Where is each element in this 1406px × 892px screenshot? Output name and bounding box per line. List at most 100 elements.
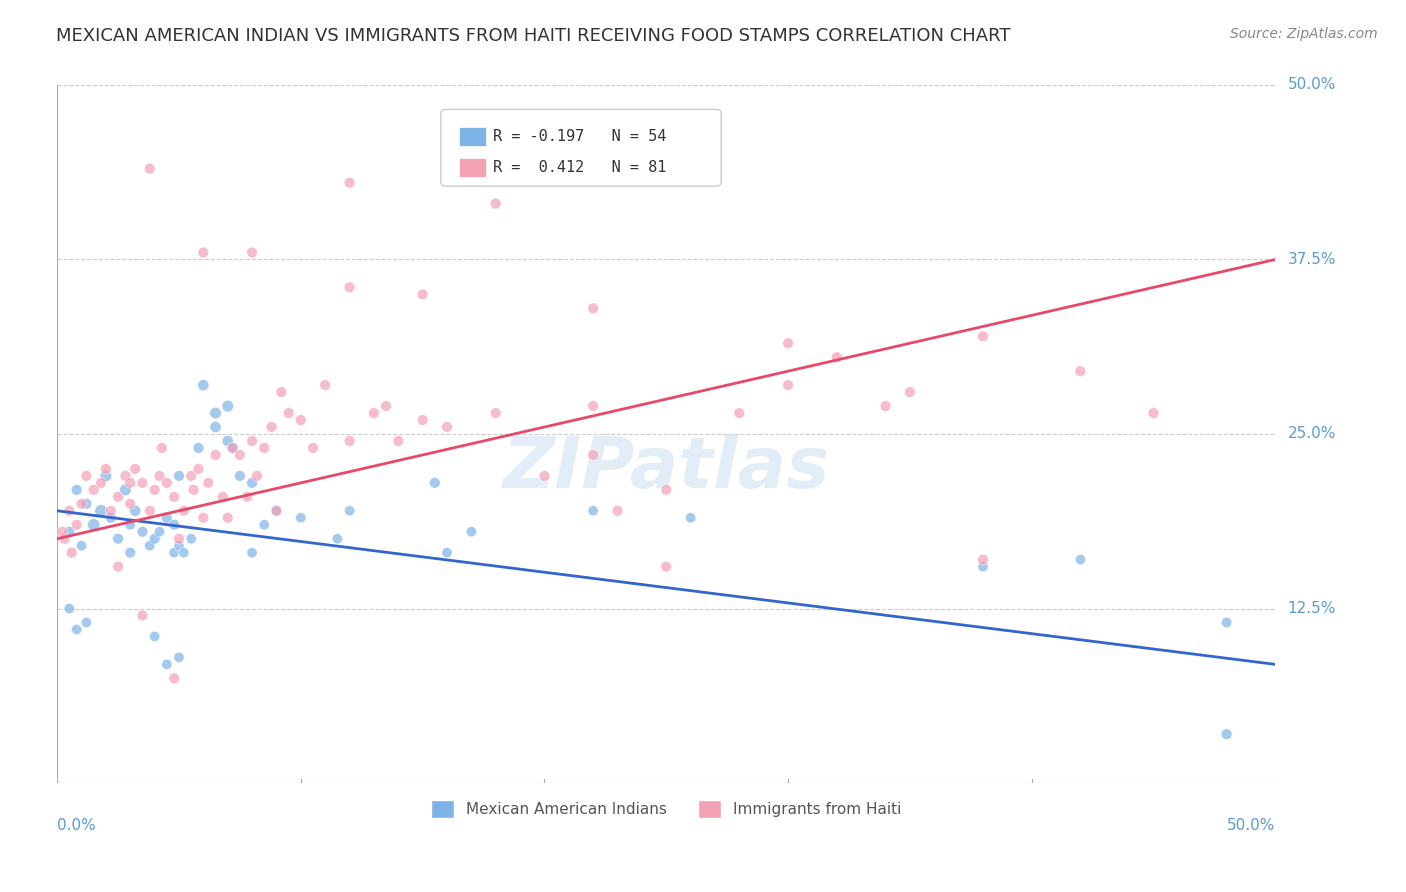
Point	[655, 559, 678, 574]
Point	[193, 245, 215, 260]
Point	[728, 406, 751, 420]
Point	[94, 469, 117, 483]
Point	[217, 434, 239, 448]
Point	[131, 524, 153, 539]
Point	[266, 504, 288, 518]
Legend: Mexican American Indians, Immigrants from Haiti: Mexican American Indians, Immigrants fro…	[425, 793, 907, 824]
Point	[253, 441, 276, 455]
Point	[139, 539, 162, 553]
Bar	[460, 127, 486, 146]
Point	[100, 504, 122, 518]
Point	[277, 406, 299, 420]
Point	[217, 510, 239, 524]
Point	[236, 490, 259, 504]
Point	[217, 399, 239, 413]
Point	[412, 287, 434, 301]
Point	[163, 490, 186, 504]
Point	[94, 462, 117, 476]
Point	[124, 504, 146, 518]
Point	[66, 483, 89, 497]
Point	[485, 406, 508, 420]
Point	[150, 441, 173, 455]
Point	[302, 441, 325, 455]
Point	[339, 280, 361, 294]
Point	[290, 413, 312, 427]
Point	[339, 434, 361, 448]
Text: MEXICAN AMERICAN INDIAN VS IMMIGRANTS FROM HAITI RECEIVING FOOD STAMPS CORRELATI: MEXICAN AMERICAN INDIAN VS IMMIGRANTS FR…	[56, 27, 1011, 45]
Point	[240, 434, 263, 448]
Point	[124, 462, 146, 476]
Point	[58, 524, 80, 539]
Point	[972, 559, 994, 574]
Point	[53, 532, 76, 546]
Point	[260, 420, 283, 434]
Point	[1215, 727, 1237, 741]
Point	[163, 546, 186, 560]
Text: 25.0%: 25.0%	[1288, 426, 1336, 442]
Point	[143, 532, 166, 546]
Point	[412, 413, 434, 427]
Point	[485, 196, 508, 211]
Text: Source: ZipAtlas.com: Source: ZipAtlas.com	[1230, 27, 1378, 41]
Text: ZIPatlas: ZIPatlas	[502, 434, 830, 503]
Point	[107, 532, 129, 546]
Point	[70, 539, 93, 553]
Point	[173, 504, 195, 518]
Point	[972, 552, 994, 566]
Point	[120, 546, 142, 560]
Point	[363, 406, 385, 420]
Point	[83, 483, 105, 497]
Point	[58, 601, 80, 615]
Point	[139, 161, 162, 176]
Point	[606, 504, 628, 518]
Point	[148, 469, 170, 483]
Point	[387, 434, 409, 448]
Point	[107, 559, 129, 574]
Point	[375, 399, 398, 413]
Point	[972, 329, 994, 343]
Point	[898, 385, 921, 400]
Point	[778, 378, 800, 392]
Point	[679, 510, 702, 524]
Point	[143, 483, 166, 497]
Point	[156, 475, 179, 490]
Point	[339, 504, 361, 518]
Point	[460, 524, 482, 539]
Point	[270, 385, 292, 400]
Point	[1142, 406, 1164, 420]
Point	[90, 504, 112, 518]
Point	[229, 448, 252, 462]
Point	[825, 350, 848, 364]
Point	[156, 657, 179, 672]
Point	[229, 469, 252, 483]
Point	[240, 245, 263, 260]
Point	[193, 378, 215, 392]
Point	[83, 517, 105, 532]
Point	[51, 524, 73, 539]
Point	[253, 517, 276, 532]
Point	[655, 483, 678, 497]
Point	[167, 539, 190, 553]
Point	[120, 475, 142, 490]
Point	[173, 546, 195, 560]
Point	[193, 510, 215, 524]
Text: 50.0%: 50.0%	[1227, 818, 1275, 833]
Point	[148, 524, 170, 539]
Point	[1069, 364, 1091, 378]
Point	[582, 399, 605, 413]
Point	[163, 671, 186, 685]
Point	[163, 517, 186, 532]
Point	[240, 475, 263, 490]
Point	[1069, 552, 1091, 566]
Point	[582, 448, 605, 462]
FancyBboxPatch shape	[441, 110, 721, 186]
Point	[66, 517, 89, 532]
Point	[204, 448, 226, 462]
Point	[266, 504, 288, 518]
Point	[107, 490, 129, 504]
Text: 37.5%: 37.5%	[1288, 252, 1336, 267]
Point	[100, 510, 122, 524]
Point	[436, 420, 458, 434]
Point	[436, 546, 458, 560]
Point	[197, 475, 219, 490]
